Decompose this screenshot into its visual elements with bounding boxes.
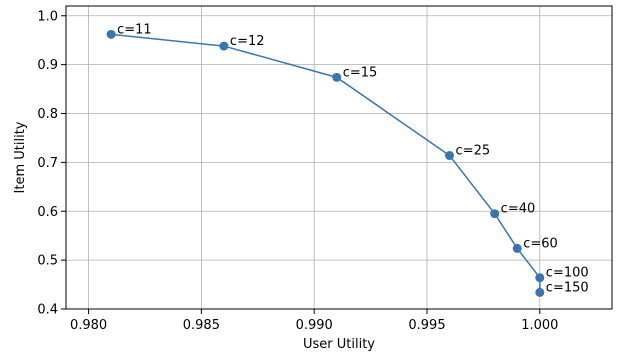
point-label: c=60	[523, 236, 558, 251]
series-line	[111, 33, 541, 293]
point-label: c=11	[117, 22, 152, 37]
data-point	[332, 72, 342, 82]
y-tick-label: 0.7	[37, 156, 58, 171]
x-tick-label: 0.995	[408, 318, 445, 333]
x-tick-label: 0.990	[296, 318, 333, 333]
series-line-path	[111, 33, 541, 293]
y-tick-label: 0.9	[37, 58, 58, 73]
data-point	[219, 41, 229, 51]
data-point	[512, 243, 522, 253]
x-tick-label: 0.980	[70, 318, 107, 333]
data-point	[535, 287, 545, 297]
y-tick-label: 0.8	[37, 107, 58, 122]
x-axis-ticks: 0.980 0.985 0.990 0.995 1.000	[70, 309, 558, 333]
y-tick-label: 0.6	[37, 205, 58, 220]
point-label: c=40	[501, 202, 536, 217]
data-point	[535, 273, 545, 283]
point-label: c=25	[456, 144, 491, 159]
y-axis-label: Item Utility	[13, 121, 28, 193]
data-point	[490, 209, 500, 219]
data-point	[445, 151, 455, 161]
y-tick-label: 0.5	[37, 254, 58, 269]
y-tick-label: 0.4	[37, 303, 58, 318]
y-tick-label: 1.0	[37, 9, 58, 24]
y-axis-ticks: 0.4 0.5 0.6 0.7 0.8 0.9 1.0	[37, 9, 66, 318]
point-label: c=150	[546, 280, 589, 295]
point-label: c=12	[230, 34, 265, 49]
data-point	[106, 29, 116, 39]
data-points	[106, 29, 545, 297]
x-tick-label: 1.000	[521, 318, 558, 333]
point-label: c=15	[343, 65, 378, 80]
plot-frame	[65, 5, 613, 310]
x-tick-label: 0.985	[183, 318, 220, 333]
grid	[66, 6, 612, 310]
point-label: c=100	[546, 266, 589, 281]
x-axis-label: User Utility	[303, 337, 375, 352]
